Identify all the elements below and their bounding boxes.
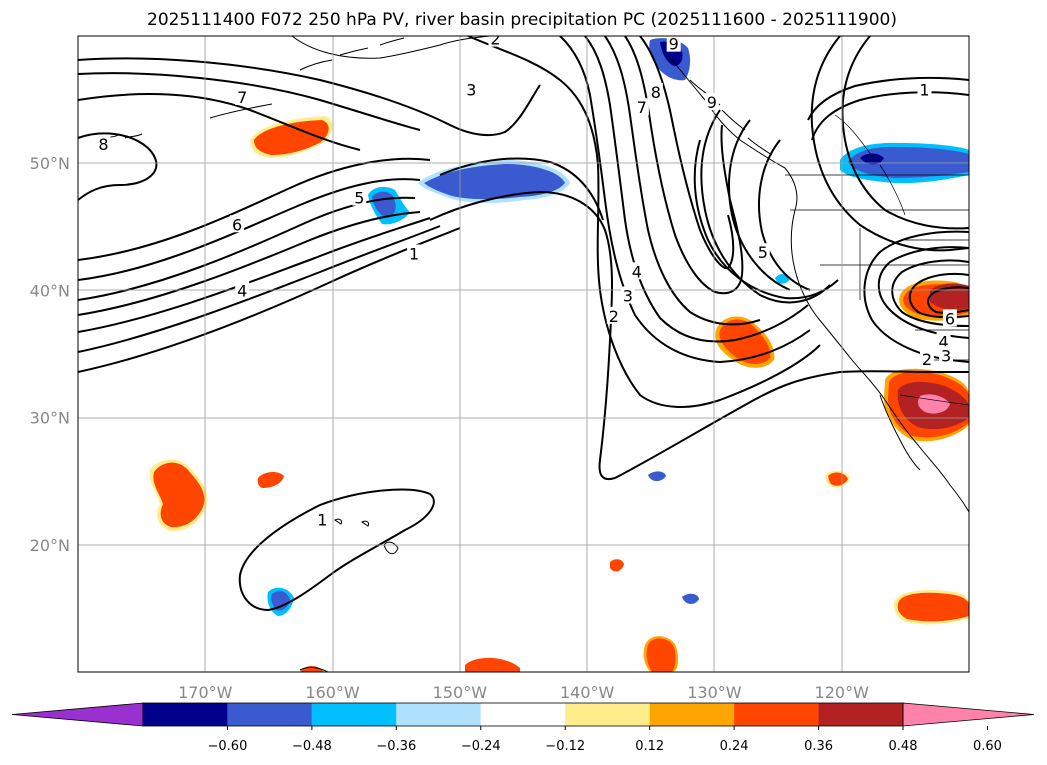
contour-label: 6: [232, 215, 242, 234]
political-borders: [785, 114, 969, 406]
colorbar-ticks: −0.60 −0.48 −0.36 −0.24 −0.12 0.12 0.24 0.36 0.4…: [208, 726, 1002, 754]
contour-label: 7: [637, 98, 647, 117]
contour-label: 7: [237, 88, 247, 107]
contour-label: 9: [707, 93, 717, 112]
contour-label-bg: [942, 309, 957, 327]
pv-contour: [78, 57, 541, 137]
map-frame: [77, 35, 970, 673]
colorbar-swatch: [311, 703, 397, 726]
contour-label: 1: [317, 510, 327, 529]
contour-label: 5: [758, 243, 768, 262]
colorbar-tick-label: −0.60: [208, 739, 248, 754]
colorbar-tick-label: −0.24: [461, 739, 501, 754]
contour-label-bg: [648, 82, 663, 100]
contour-label-bg: [96, 135, 111, 153]
contour-label-bg: [666, 36, 681, 52]
contour-label-bg: [407, 244, 422, 262]
contour-label-bg: [629, 262, 644, 280]
colorbar-tick-label: 0.36: [804, 739, 833, 754]
lon-tick-label: 130°W: [687, 683, 742, 702]
contour-label: 3: [941, 346, 951, 365]
contour-label-bg: [917, 80, 932, 98]
colorbar-tick-label: −0.12: [545, 739, 585, 754]
contour-label-bg: [488, 36, 503, 47]
contour-label: 8: [98, 135, 108, 154]
lon-tick-label: 170°W: [178, 683, 233, 702]
lon-tick-label: 120°W: [815, 683, 870, 702]
lon-tick-label: 160°W: [305, 683, 360, 702]
contour-label-bg: [620, 286, 635, 304]
precipitation-shading: [149, 38, 969, 672]
colorbar-swatch: [818, 703, 903, 726]
contour-label: 1: [919, 80, 929, 99]
colorbar-swatch: [143, 703, 228, 726]
lon-tick-label: 140°W: [560, 683, 615, 702]
contour-label: 2: [490, 30, 500, 49]
longitude-labels: 170°W 160°W 150°W 140°W 130°W 120°W: [178, 683, 869, 702]
contour-label: 3: [466, 80, 476, 99]
map-background: [78, 36, 969, 672]
contour-label-bg: [235, 88, 250, 106]
coastlines: [99, 36, 969, 672]
colorbar-swatch: [480, 703, 566, 726]
lat-tick-label: 30°N: [30, 409, 70, 428]
colorbar-outline: [142, 702, 904, 727]
colorbar-swatch: [396, 703, 481, 726]
colorbar: −0.60 −0.48 −0.36 −0.24 −0.12 0.12 0.24 0.36 0.4…: [11, 702, 1035, 754]
colorbar-tick-label: −0.48: [292, 739, 332, 754]
contour-label-bg: [235, 281, 250, 299]
contour-label: 6: [945, 309, 955, 328]
contour-label-bg: [315, 510, 330, 528]
pv-contour-1-subtropical: [238, 488, 435, 612]
contour-label: 2: [609, 307, 619, 326]
contour-label-bg: [634, 98, 649, 116]
contour-label: 4: [632, 262, 642, 281]
contour-label: 2: [922, 350, 932, 369]
colorbar-tick-label: 0.24: [720, 739, 749, 754]
colorbar-extend-low: [11, 702, 144, 727]
graticule: [78, 36, 969, 672]
contour-label: 3: [623, 286, 633, 305]
figure-title: 2025111400 F072 250 hPa PV, river basin …: [147, 10, 897, 30]
contour-label-bg: [606, 306, 621, 324]
contour-label: 4: [237, 281, 247, 300]
colorbar-tick-label: −0.36: [376, 739, 416, 754]
colorbar-tick-label: 0.12: [635, 739, 664, 754]
contour-label-bg: [919, 350, 934, 368]
lat-tick-label: 20°N: [30, 536, 70, 555]
pv-contours: [78, 36, 969, 612]
contour-label-bg: [352, 188, 367, 206]
colorbar-tick-label: 0.60: [973, 739, 1002, 754]
lon-tick-label: 150°W: [433, 683, 488, 702]
contour-label: 5: [354, 189, 364, 208]
contour-label-bg: [936, 332, 951, 350]
contour-label: 4: [938, 332, 948, 351]
colorbar-swatch: [565, 703, 650, 726]
contour-label: 9: [669, 35, 679, 54]
contour-label: 8: [651, 83, 661, 102]
contour-label-bg: [755, 243, 770, 261]
latitude-labels: 50°N 40°N 30°N 20°N: [30, 154, 70, 555]
colorbar-swatches: [11, 702, 1035, 727]
contour-label: 1: [409, 245, 419, 264]
colorbar-swatch: [227, 703, 312, 726]
colorbar-tick-label: 0.48: [889, 739, 918, 754]
contour-label-bg: [939, 346, 954, 364]
contour-label-bg: [230, 215, 245, 233]
colorbar-extend-high: [902, 702, 1035, 727]
pv-contour-1-trough: [429, 190, 969, 480]
contour-label-bg: [704, 93, 719, 111]
lat-tick-label: 40°N: [30, 281, 70, 300]
colorbar-swatch: [649, 703, 735, 726]
contour-label-bg: [464, 80, 479, 98]
lat-tick-label: 50°N: [30, 154, 70, 173]
colorbar-swatch: [734, 703, 819, 726]
